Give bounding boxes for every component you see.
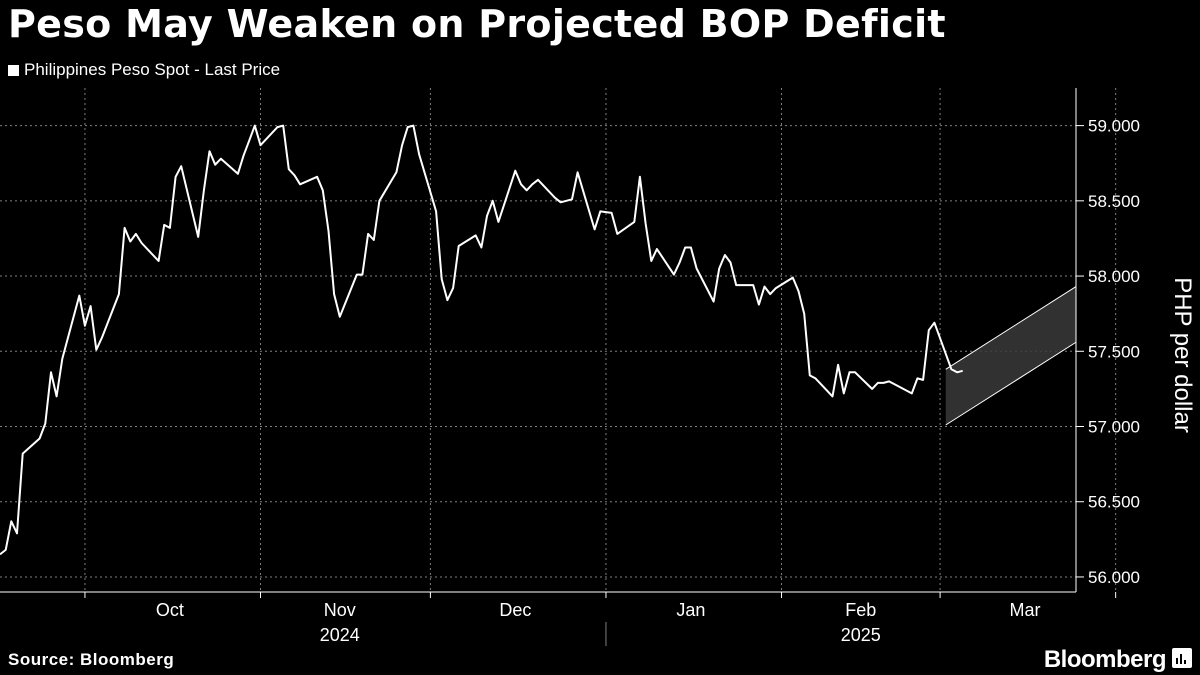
brand-name: Bloomberg	[1043, 646, 1167, 673]
x-year-label: 2024	[320, 625, 360, 645]
chart-title: Peso May Weaken on Projected BOP Deficit	[8, 2, 946, 46]
y-tick-label: 57.000	[1088, 418, 1140, 437]
x-tick-label: Mar	[1010, 600, 1041, 620]
y-tick-label: 56.000	[1088, 568, 1140, 587]
channel-upper-line	[945, 286, 1077, 370]
series-layer	[0, 124, 963, 556]
channel-annotation	[945, 286, 1077, 426]
x-tick-label: Dec	[499, 600, 531, 620]
y-tick-label: 58.500	[1088, 192, 1140, 211]
y-tick-label: 59.000	[1088, 117, 1140, 136]
channel-fill	[945, 286, 1076, 426]
y-axis-title: PHP per dollar	[1169, 277, 1196, 433]
y-tick-label: 58.000	[1088, 267, 1140, 286]
grid-layer	[0, 88, 1117, 592]
x-tick-label: Jan	[676, 600, 705, 620]
legend-swatch	[8, 64, 19, 76]
bloomberg-logo-icon	[1172, 648, 1192, 668]
y-tick-label: 57.500	[1088, 342, 1140, 361]
legend-label: Philippines Peso Spot - Last Price	[24, 60, 281, 79]
channel-lower-line	[945, 341, 1077, 426]
x-year-label: 2025	[841, 625, 881, 645]
x-tick-label: Nov	[324, 600, 356, 620]
legend: Philippines Peso Spot - Last Price	[8, 60, 280, 80]
y-tick-label: 56.500	[1088, 493, 1140, 512]
x-tick-label: Oct	[156, 600, 184, 620]
source-note: Source: Bloomberg	[8, 650, 175, 669]
series-line-peso-spot	[0, 124, 963, 556]
x-tick-label: Feb	[845, 600, 876, 620]
axis-layer: 56.000 56.500 57.000 57.500 58.000 58.500 59.0…	[0, 88, 1196, 646]
